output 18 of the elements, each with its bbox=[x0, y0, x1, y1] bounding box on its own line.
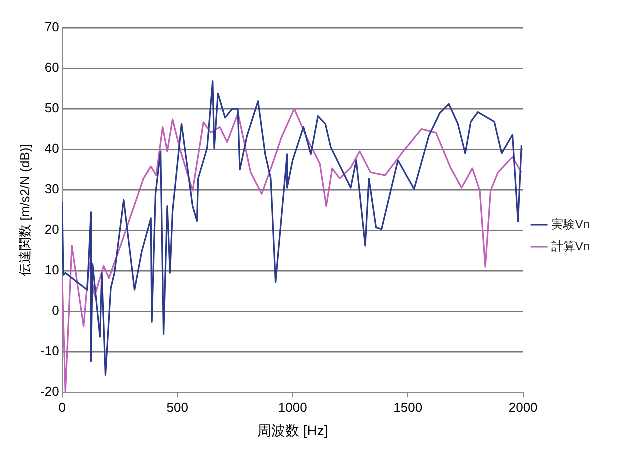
y-tick-label: 20 bbox=[44, 222, 60, 238]
y-tick-label: 50 bbox=[44, 100, 60, 116]
y-tick-label: 10 bbox=[44, 262, 60, 278]
x-tick-label: 500 bbox=[166, 400, 188, 415]
x-axis-title: 周波数 [Hz] bbox=[257, 422, 328, 438]
y-tick-label: 40 bbox=[44, 141, 60, 156]
y-tick-label: -20 bbox=[40, 384, 60, 400]
x-tick-label: 1000 bbox=[278, 400, 308, 415]
x-tick-label: 1500 bbox=[394, 400, 423, 415]
y-tick-label: 70 bbox=[44, 20, 60, 35]
y-tick-label: 60 bbox=[44, 60, 60, 76]
legend-label: 実験Vn bbox=[551, 217, 590, 232]
legend-label: 計算Vn bbox=[551, 239, 590, 254]
x-tick-label: 2000 bbox=[508, 400, 538, 415]
y-axis-title: 伝達関数 [m/s2/N (dB)] bbox=[17, 144, 32, 276]
y-tick-label: 0 bbox=[52, 303, 60, 318]
y-tick-label: -10 bbox=[40, 344, 60, 359]
y-tick-label: 30 bbox=[44, 182, 60, 197]
